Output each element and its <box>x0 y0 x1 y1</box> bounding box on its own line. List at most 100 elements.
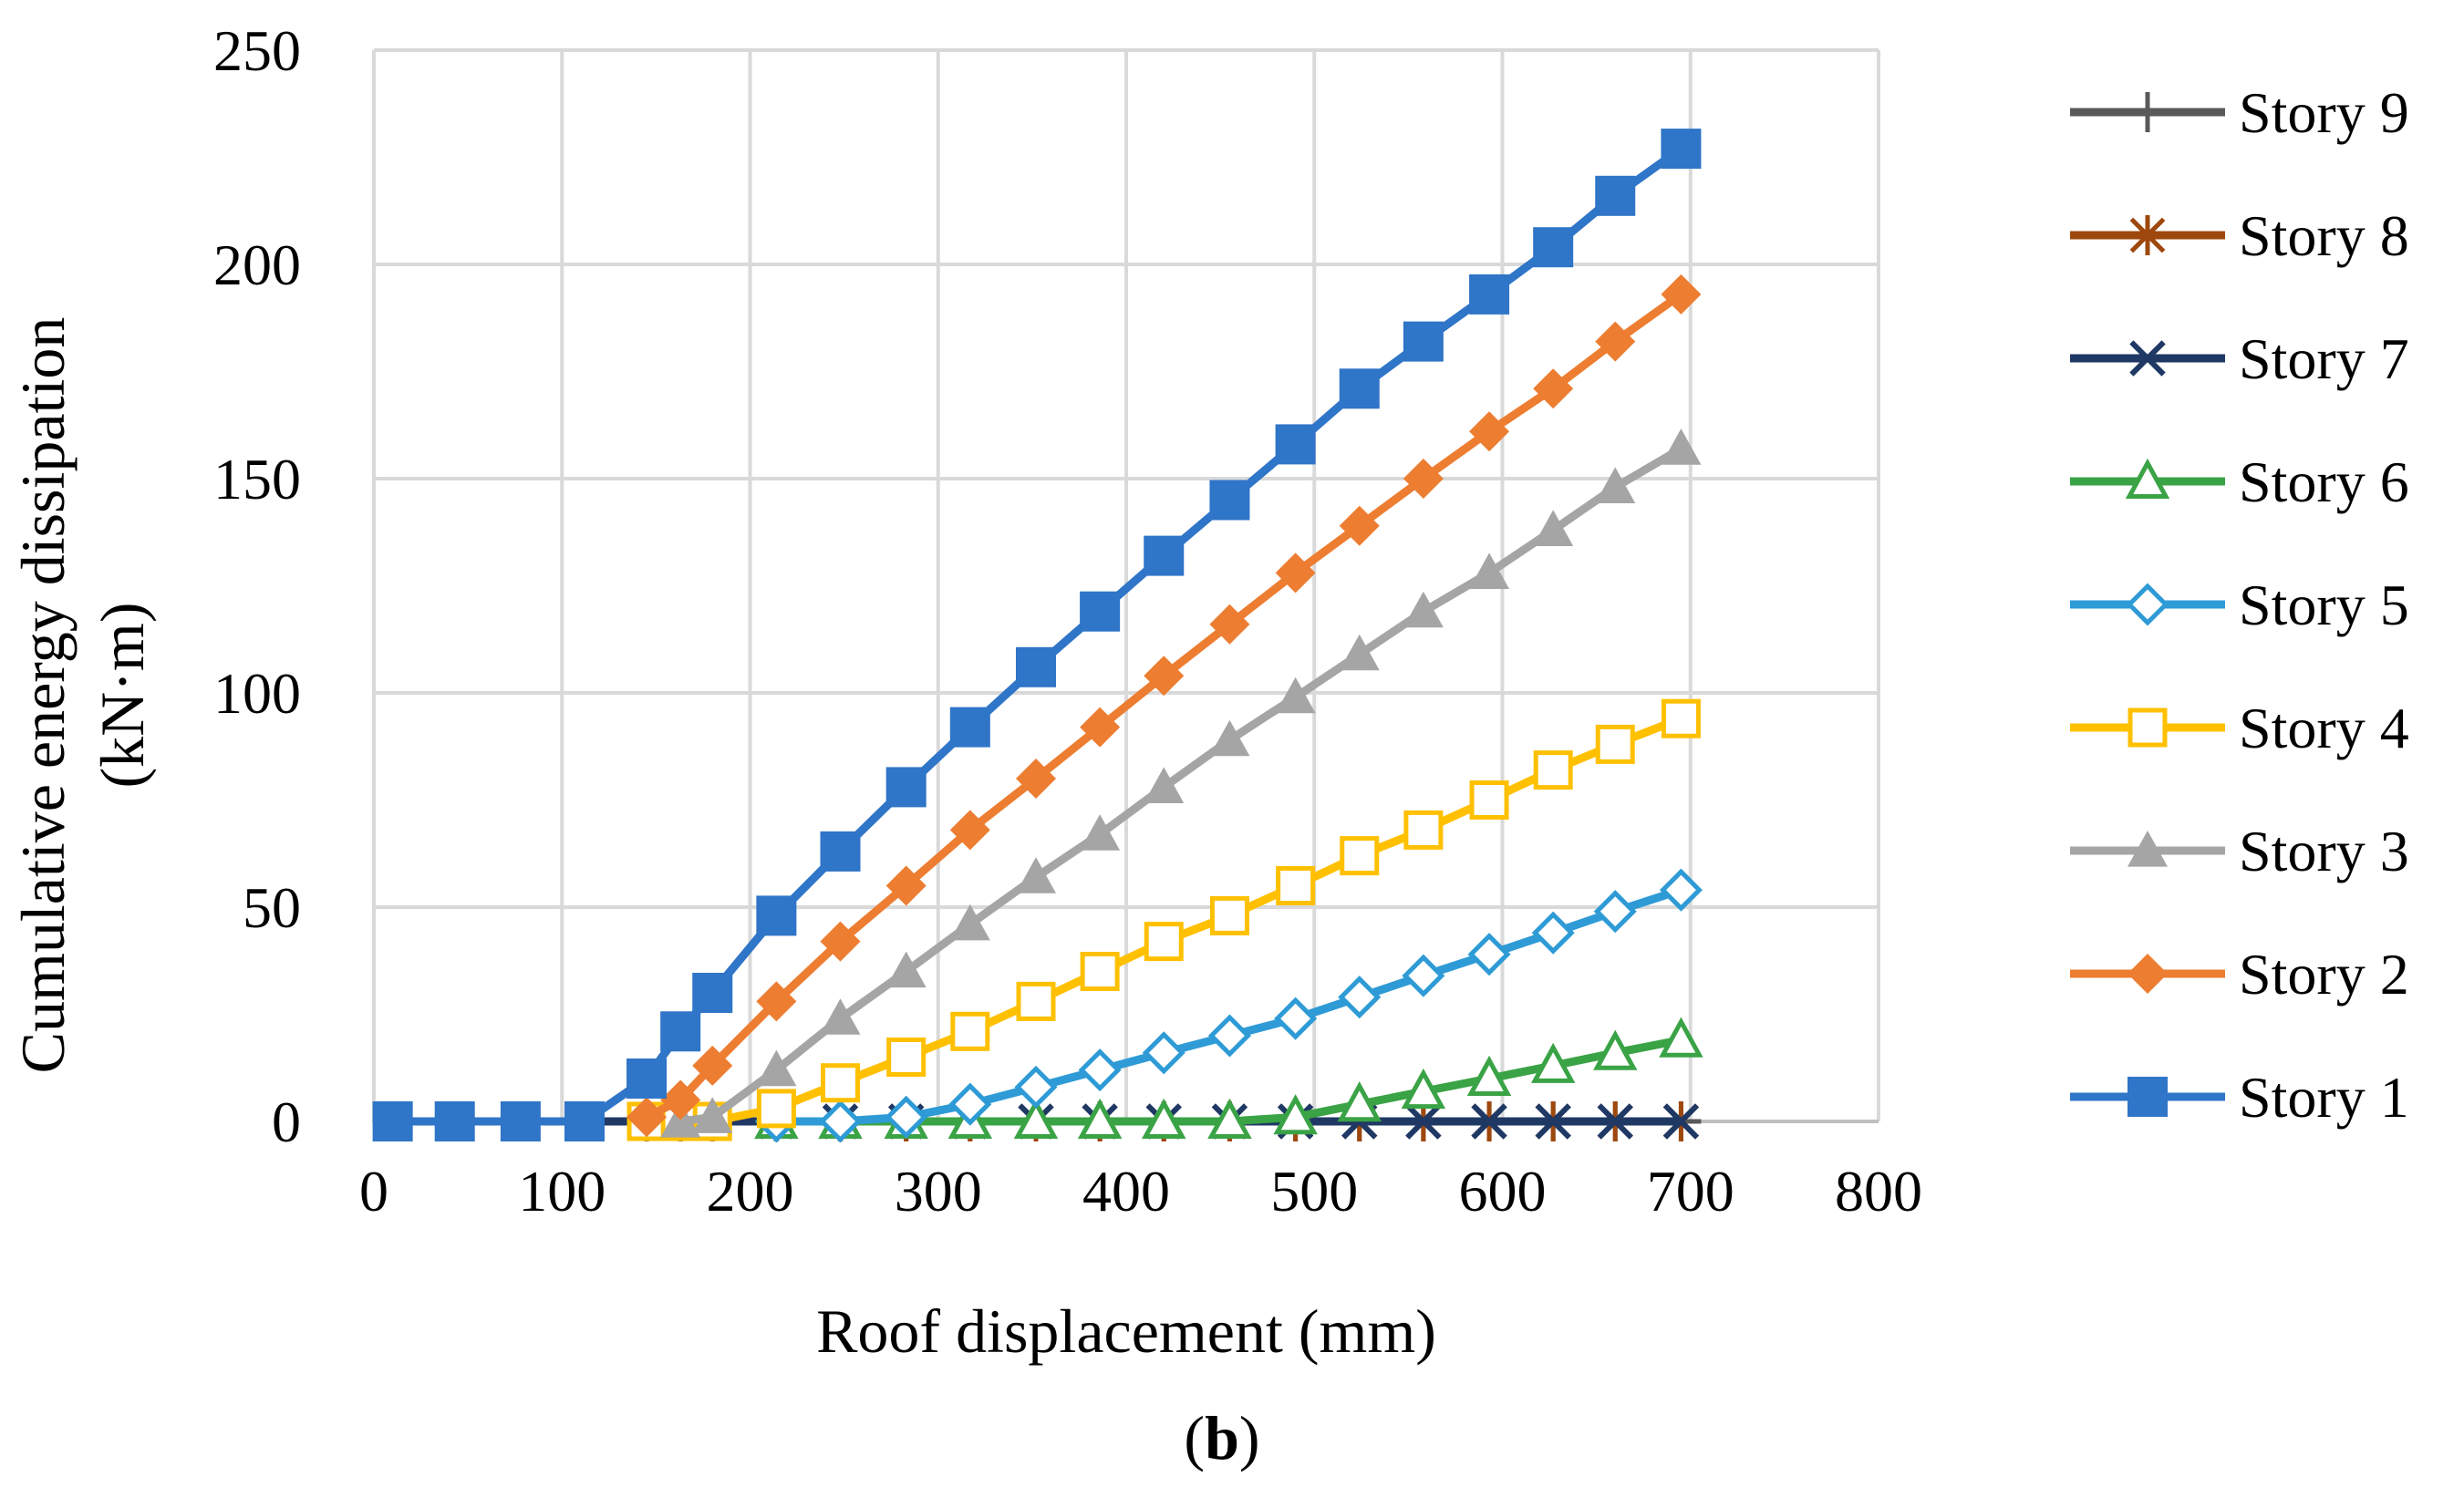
point-story-4-5 <box>886 1038 927 1077</box>
point-story-6-6 <box>1142 1098 1186 1139</box>
point-story-5-5 <box>1078 1048 1122 1092</box>
legend-item-story-2: Story 2 <box>2070 942 2409 1007</box>
point-story-5-10 <box>1402 954 1445 997</box>
x-tick-label-800: 800 <box>1835 1159 1922 1224</box>
point-story-1-13 <box>1144 535 1185 576</box>
point-story-2-17 <box>1661 274 1702 315</box>
caption-close: ) <box>1239 1403 1260 1472</box>
tick-labels: 0 100 200 300 400 500 600 700 800 0 50 100 150 200 250 <box>213 18 1922 1224</box>
series-layer <box>372 129 1703 1143</box>
x-axis-title: Roof displacement (mm) <box>816 1296 1436 1366</box>
point-story-4-13 <box>1403 810 1444 850</box>
point-story-3-14 <box>1533 510 1574 546</box>
point-story-3-5 <box>949 904 990 941</box>
point-story-1-16 <box>1339 368 1380 409</box>
x-tick-label-0: 0 <box>359 1159 388 1224</box>
point-story-4-8 <box>1080 952 1120 991</box>
point-story-2-8 <box>1080 707 1121 748</box>
y-axis-title-line-1: Cumulative energy dissipation <box>8 317 78 1074</box>
point-story-1-19 <box>1533 227 1574 268</box>
legend-label-story-4: Story 4 <box>2239 696 2409 760</box>
point-story-6-12 <box>1530 1042 1576 1083</box>
point-story-4-15 <box>1533 750 1573 790</box>
point-story-5-13 <box>1593 890 1637 934</box>
point-story-2-6 <box>949 810 990 851</box>
point-story-4-7 <box>1016 981 1056 1021</box>
point-story-2-0 <box>626 1097 668 1138</box>
point-story-1-8 <box>820 831 861 872</box>
series-line-story-1 <box>388 144 1685 1126</box>
series-story-5 <box>754 868 1703 1143</box>
point-story-3-9 <box>1209 719 1250 757</box>
figure-caption: (b) <box>1184 1403 1259 1472</box>
point-story-2-3 <box>756 981 797 1022</box>
point-story-4-16 <box>1595 724 1635 764</box>
legend-marker-story-9 <box>2128 92 2168 132</box>
point-story-1-11 <box>1016 646 1056 687</box>
legend-label-story-6: Story 6 <box>2239 449 2409 514</box>
point-story-1-21 <box>1661 129 1702 170</box>
legend-item-story-8: Story 8 <box>2070 203 2409 268</box>
point-story-3-2 <box>756 1049 797 1087</box>
point-story-1-4 <box>626 1058 668 1099</box>
point-story-7-17 <box>1405 1103 1442 1140</box>
point-story-1-15 <box>1275 424 1316 465</box>
series-story-1 <box>372 129 1702 1141</box>
series-story-2 <box>626 274 1702 1138</box>
point-story-2-5 <box>885 865 927 906</box>
point-story-4-3 <box>756 1089 796 1129</box>
y-tick-label-250: 250 <box>213 18 301 83</box>
point-story-6-4 <box>1013 1098 1059 1139</box>
point-story-4-17 <box>1661 698 1701 738</box>
y-tick-label-200: 200 <box>213 232 301 297</box>
legend-item-story-3: Story 3 <box>2070 819 2409 883</box>
legend-label-story-8: Story 8 <box>2239 203 2409 268</box>
point-story-3-4 <box>885 951 927 988</box>
point-story-1-5 <box>660 1011 701 1052</box>
point-story-1-1 <box>434 1101 475 1141</box>
point-story-1-7 <box>756 895 797 936</box>
point-story-2-9 <box>1144 656 1185 697</box>
legend-marker-story-2 <box>2128 954 2168 994</box>
point-story-4-6 <box>950 1011 990 1051</box>
legend-label-story-7: Story 7 <box>2239 326 2409 391</box>
point-story-2-15 <box>1533 368 1574 409</box>
point-story-5-4 <box>1014 1065 1058 1109</box>
legend-marker-story-7 <box>2129 340 2166 377</box>
point-story-4-4 <box>821 1063 860 1103</box>
point-story-1-20 <box>1595 175 1636 216</box>
point-story-6-13 <box>1593 1029 1638 1070</box>
point-story-3-8 <box>1144 767 1185 803</box>
legend-label-story-2: Story 2 <box>2239 942 2409 1007</box>
point-story-3-15 <box>1595 467 1636 503</box>
point-story-2-4 <box>820 921 861 962</box>
axis-titles: Roof displacement (mm) Cumulative energy… <box>8 317 1436 1366</box>
legend-marker-story-3 <box>2128 831 2168 867</box>
x-tick-label-700: 700 <box>1647 1159 1734 1224</box>
legend-item-story-1: Story 1 <box>2070 1065 2409 1130</box>
point-story-1-2 <box>500 1101 541 1141</box>
legend-label-story-5: Story 5 <box>2239 573 2409 637</box>
point-story-4-12 <box>1340 836 1380 876</box>
point-story-2-16 <box>1595 321 1636 362</box>
x-tick-label-300: 300 <box>895 1159 982 1224</box>
point-story-3-16 <box>1661 429 1702 465</box>
point-story-3-10 <box>1275 676 1316 714</box>
point-story-4-9 <box>1144 922 1184 962</box>
point-story-1-0 <box>372 1101 413 1141</box>
point-story-7-19 <box>1535 1103 1571 1140</box>
point-story-6-7 <box>1207 1098 1252 1139</box>
legend-item-story-6: Story 6 <box>2070 449 2409 514</box>
x-tick-label-200: 200 <box>707 1159 794 1224</box>
point-story-6-11 <box>1466 1055 1512 1096</box>
x-tick-label-400: 400 <box>1082 1159 1170 1224</box>
legend-label-story-1: Story 1 <box>2239 1065 2409 1130</box>
point-story-7-21 <box>1662 1103 1700 1140</box>
point-story-2-2 <box>692 1045 733 1086</box>
point-story-2-11 <box>1275 552 1316 594</box>
caption-open: ( <box>1184 1403 1205 1472</box>
point-story-3-1 <box>692 1097 733 1133</box>
legend: Story 9 Story 8 Story 7 Story 6 Story 5 Story… <box>2070 80 2409 1130</box>
point-story-2-13 <box>1403 459 1444 499</box>
